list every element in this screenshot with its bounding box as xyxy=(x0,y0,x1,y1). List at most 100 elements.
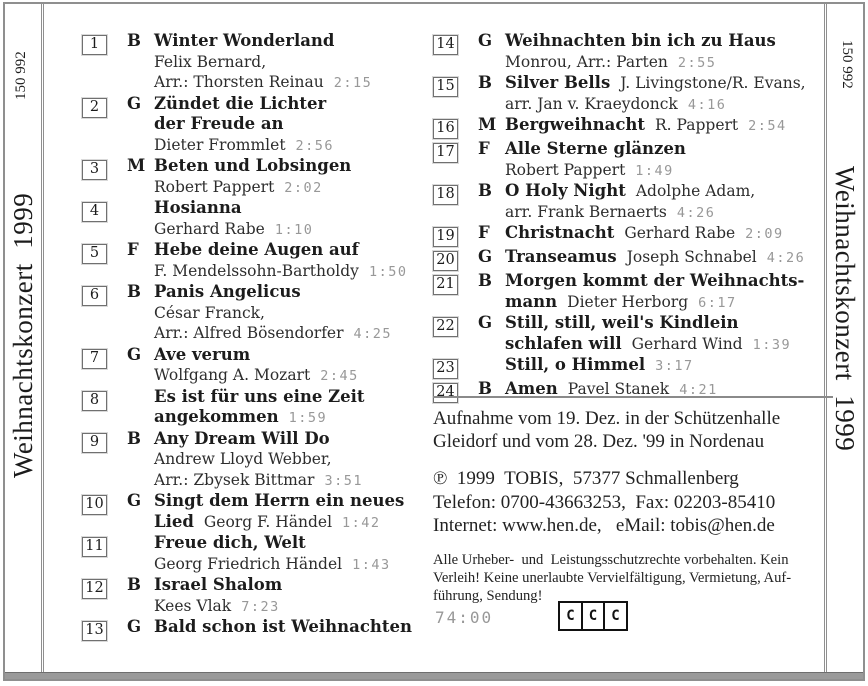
track-item: 3 M Beten und Lobsingen Robert Pappert 2:02 xyxy=(82,156,432,198)
track-text: Hosianna Gerhard Rabe 1:10 xyxy=(154,198,432,240)
track-time: 1:39 xyxy=(752,336,792,353)
track-number-cell: 6 xyxy=(82,282,127,345)
track-credit: Dieter Herborg xyxy=(567,292,689,311)
track-ensemble-letter: B xyxy=(127,575,141,594)
track-credit: arr. Frank Bernaerts xyxy=(505,202,667,221)
track-line: Bald schon ist Weihnachten xyxy=(154,617,432,638)
track-line: Still, o Himmel 3:17 xyxy=(505,355,831,377)
track-line: Lied Georg F. Händel 1:42 xyxy=(154,512,432,534)
track-text: Bald schon ist Weihnachten xyxy=(154,617,432,641)
track-line: Arr.: Zbysek Bittmar 3:51 xyxy=(154,470,432,492)
track-credit: J. Livingstone/R. Evans, xyxy=(620,74,806,92)
track-ensemble-letter xyxy=(127,387,154,429)
track-item: 2 G Zündet die Lichter der Freude an Dieter … xyxy=(82,94,432,157)
cd-tray-card: 150 992 Weihnachtskonzert 1999 150 992 W… xyxy=(3,2,865,681)
track-ensemble-letter: M xyxy=(478,115,497,134)
track-ensemble-letter: B xyxy=(127,31,141,50)
publisher-contact: ℗ 1999 TOBIS, 57377 Schmallenberg Telefo… xyxy=(433,467,833,538)
track-number-cell: 22 xyxy=(433,313,478,355)
track-credit: F. Mendelssohn-Bartholdy xyxy=(154,261,359,280)
track-item: 15 B Silver Bells J. Livingstone/R. Evans, a… xyxy=(433,73,831,115)
track-title: Silver Bells xyxy=(505,73,611,92)
track-title: Singt dem Herrn ein neues xyxy=(154,491,405,510)
track-text: O Holy Night Adolphe Adam, arr. Frank Bern… xyxy=(505,181,831,223)
track-title: Panis Angelicus xyxy=(154,282,301,301)
track-time: 2:54 xyxy=(748,118,787,134)
track-number-cell: 19 xyxy=(433,223,478,247)
track-number-cell: 3 xyxy=(82,156,127,198)
track-number-cell: 15 xyxy=(433,73,478,115)
track-credit: Dieter Frommlet xyxy=(154,135,286,154)
track-item: 6 B Panis Angelicus César Franck, Arr.: Alfr… xyxy=(82,282,432,345)
track-item: 14 G Weihnachten bin ich zu Haus Monrou, Ar… xyxy=(433,31,831,73)
track-line: Robert Pappert 1:49 xyxy=(505,160,831,182)
track-ensemble-letter: G xyxy=(127,93,142,113)
track-time: 6:17 xyxy=(698,294,737,311)
track-credit: Gerhard Rabe xyxy=(624,224,736,242)
track-line: Still, still, weil's Kindlein xyxy=(505,313,831,334)
track-title: schlafen will xyxy=(505,333,622,353)
track-time: 1:59 xyxy=(288,410,328,426)
track-line: Hebe deine Augen auf xyxy=(154,240,432,261)
track-line: César Franck, xyxy=(154,303,432,324)
track-text: Singt dem Herrn ein neues Lied Georg F. Hä… xyxy=(154,491,432,533)
track-ensemble-letter: M xyxy=(127,156,146,175)
track-line: Weihnachten bin ich zu Haus xyxy=(505,31,831,52)
ccc-logo-letter: C xyxy=(603,601,628,631)
track-text: Ave verum Wolfgang A. Mozart 2:45 xyxy=(154,345,432,387)
tracklist-left-column: 1 B Winter Wonderland Felix Bernard, Arr.: T… xyxy=(82,31,432,641)
track-title: Weihnachten bin ich zu Haus xyxy=(505,31,776,50)
track-ensemble-letter: B xyxy=(127,428,141,448)
track-ensemble-letter xyxy=(478,355,505,379)
track-line: Arr.: Alfred Bösendorfer 4:25 xyxy=(154,323,432,345)
track-credit: R. Pappert xyxy=(655,116,739,134)
track-ensemble-letter: G xyxy=(127,491,142,510)
track-title: Still, still, weil's Kindlein xyxy=(505,313,739,332)
track-item: 8 Es ist für uns eine Zeit angekommen 1:59 xyxy=(82,387,432,429)
track-title: mann xyxy=(505,291,558,311)
recording-note: Aufnahme vom 19. Dez. in der Schützenhal… xyxy=(433,407,833,453)
track-time: 2:02 xyxy=(284,179,323,196)
track-time: 4:26 xyxy=(676,204,716,221)
track-number-cell: 11 xyxy=(82,533,127,575)
track-ensemble-letter xyxy=(127,198,154,240)
spine-right-album-title: Weihnachtskonzert 1999 xyxy=(830,166,860,452)
track-number-box: 4 xyxy=(82,202,107,222)
track-title: Hosianna xyxy=(154,198,242,217)
track-number-cell: 2 xyxy=(82,94,127,157)
track-title: Ave verum xyxy=(154,344,251,364)
track-time: 2:45 xyxy=(320,368,359,384)
track-item: 20 G Transeamus Joseph Schnabel 4:26 xyxy=(433,247,831,271)
track-item: 1 B Winter Wonderland Felix Bernard, Arr.: T… xyxy=(82,31,432,94)
track-text: Beten und Lobsingen Robert Pappert 2:02 xyxy=(154,156,432,198)
track-line: angekommen 1:59 xyxy=(154,407,432,429)
track-item: 13 G Bald schon ist Weihnachten xyxy=(82,617,432,641)
track-number-cell: 13 xyxy=(82,617,127,641)
track-title: Zündet die Lichter xyxy=(154,93,327,113)
track-credit: Arr.: Thorsten Reinau xyxy=(154,73,324,91)
track-credit: Georg F. Händel xyxy=(203,512,333,531)
spine-left-album-title: Weihnachtskonzert 1999 xyxy=(8,192,38,478)
track-line: Es ist für uns eine Zeit xyxy=(154,387,432,408)
track-ensemble-letter: G xyxy=(478,31,493,50)
track-ensemble-letter: G xyxy=(127,344,142,364)
track-line: Kees Vlak 7:23 xyxy=(154,596,432,618)
track-number-box: 18 xyxy=(433,185,458,205)
track-number-cell: 7 xyxy=(82,345,127,387)
track-number-cell: 1 xyxy=(82,31,127,94)
track-credit: Gerhard Wind xyxy=(631,334,743,353)
track-number-box: 11 xyxy=(82,537,107,557)
track-title: Amen xyxy=(505,379,558,398)
track-time: 4:16 xyxy=(687,96,727,113)
track-item: 11 Freue dich, Welt Georg Friedrich Händel… xyxy=(82,533,432,575)
track-credit: César Franck, xyxy=(154,303,265,322)
track-time: 1:50 xyxy=(368,263,408,280)
track-number-cell: 8 xyxy=(82,387,127,429)
track-number-box: 20 xyxy=(433,251,458,271)
track-number-cell: 18 xyxy=(433,181,478,223)
track-line: Panis Angelicus xyxy=(154,282,432,303)
track-number-box: 1 xyxy=(82,35,107,55)
track-title: Freue dich, Welt xyxy=(154,533,306,552)
track-item: 12 B Israel Shalom Kees Vlak 7:23 xyxy=(82,575,432,617)
track-number-box: 23 xyxy=(433,359,458,379)
